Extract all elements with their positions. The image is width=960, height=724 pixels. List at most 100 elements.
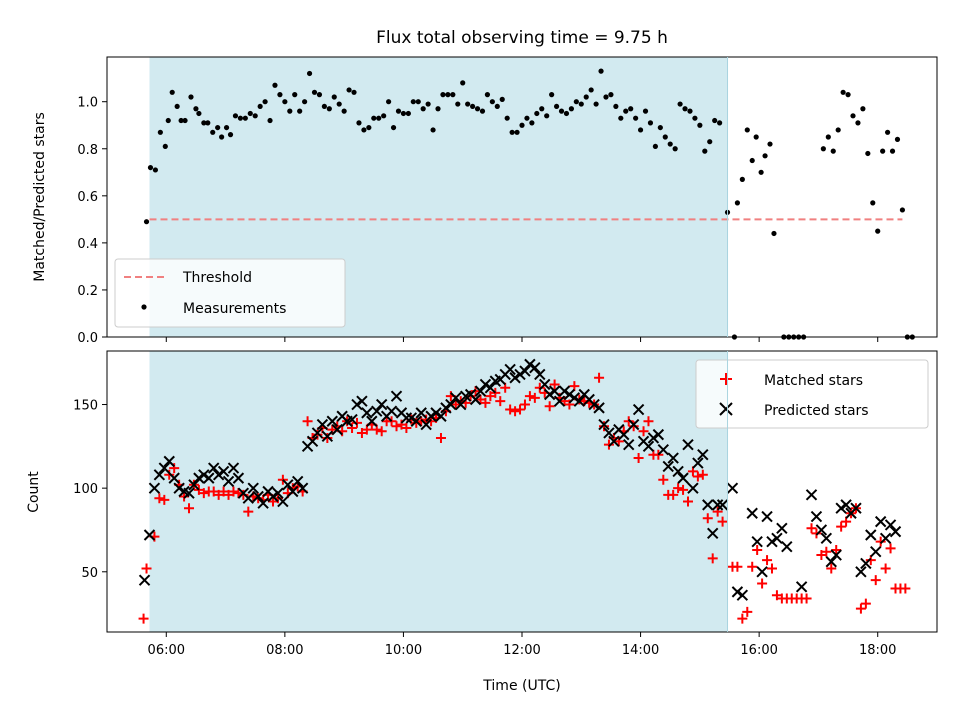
measurement-point — [484, 92, 491, 98]
matched-star-point — [702, 513, 713, 524]
matched-star-point — [495, 396, 506, 407]
matched-star-point — [322, 432, 333, 443]
measurement-point — [152, 167, 159, 173]
matched-star-point — [831, 545, 842, 556]
measurement-point — [633, 115, 639, 121]
matched-star-point — [141, 563, 152, 574]
measurement-point — [219, 134, 225, 140]
matched-star-point — [544, 401, 555, 412]
count-y-axis-label: Count — [26, 471, 42, 513]
matched-star-point — [707, 553, 718, 564]
predicted-star-point — [608, 435, 620, 448]
matched-star-point — [233, 488, 244, 499]
measurement-point — [321, 103, 327, 110]
ratio-legend: Threshold Measurements — [114, 258, 346, 328]
matched-star-point — [376, 426, 387, 437]
matched-star-point — [811, 528, 822, 539]
predicted-star-point — [277, 495, 289, 508]
measurement-point — [257, 103, 263, 110]
measurement-point — [193, 106, 199, 112]
predicted-star-point — [731, 586, 744, 598]
x-tick-label: 14:00 — [622, 643, 659, 658]
measurement-point — [237, 115, 243, 121]
predicted-star-point — [593, 402, 605, 414]
predicted-star-point — [795, 581, 808, 593]
predicted-star-point — [805, 489, 818, 501]
measurement-point — [767, 141, 773, 147]
measurement-point — [316, 92, 323, 98]
measurement-point — [667, 141, 673, 147]
measurement-point — [196, 110, 202, 117]
measurement-point — [460, 80, 466, 86]
predicted-star-point — [706, 527, 719, 540]
measurement-point — [277, 92, 283, 98]
predicted-star-point — [272, 487, 284, 499]
matched-star-point — [198, 488, 209, 499]
matched-star-point — [416, 416, 427, 427]
matched-star-point — [766, 563, 777, 574]
predicted-star-point — [652, 428, 665, 441]
measurement-point — [162, 143, 168, 150]
predicted-star-point — [598, 418, 610, 431]
predicted-star-point — [830, 549, 842, 561]
matched-star-point — [435, 432, 446, 443]
matched-star-point — [243, 506, 254, 517]
predicted-star-point — [366, 415, 378, 427]
measurement-point — [435, 106, 441, 112]
measurement-point — [242, 115, 248, 121]
matched-star-point — [302, 416, 313, 427]
x-tick-label: 08:00 — [266, 643, 303, 658]
matched-star-point — [737, 613, 748, 624]
predicted-star-point — [692, 457, 704, 469]
predicted-star-point — [529, 362, 541, 374]
matched-star-point — [673, 483, 684, 494]
predicted-star-point — [410, 415, 422, 427]
measurement-point — [272, 82, 278, 88]
predicted-star-point — [326, 415, 338, 427]
predicted-star-point — [884, 519, 897, 531]
x-axis-label: Time (UTC) — [482, 678, 560, 694]
predicted-star-point — [316, 418, 329, 431]
matched-star-point — [421, 414, 432, 425]
measurement-point — [326, 106, 332, 112]
measurement-point — [717, 120, 723, 126]
matched-star-point — [480, 397, 491, 408]
matched-star-point — [697, 469, 708, 480]
predicted-star-point — [455, 398, 467, 411]
measurement-point — [637, 127, 644, 133]
measurement-point — [884, 129, 891, 135]
chart-title: Flux total observing time = 9.75 h — [376, 28, 668, 48]
predicted-star-point — [208, 462, 220, 474]
measurement-point — [469, 103, 476, 110]
ratio-panel: 0.0 0.2 0.4 0.6 0.8 1.0 Flux total observing … — [32, 28, 938, 346]
measurement-point — [282, 99, 288, 105]
predicted-star-point — [390, 390, 403, 402]
predicted-star-point — [662, 460, 674, 473]
measurement-point — [707, 139, 713, 145]
measurement-point — [331, 94, 337, 100]
predicted-star-point — [484, 382, 497, 394]
predicted-star-point — [430, 407, 442, 419]
measurement-point — [287, 108, 293, 114]
predicted-star-point — [400, 412, 413, 424]
predicted-star-point — [385, 405, 398, 417]
measurement-point — [474, 106, 481, 112]
predicted-star-point — [563, 388, 576, 401]
matched-star-point — [757, 578, 768, 589]
measurement-point — [539, 106, 545, 112]
predicted-star-point — [450, 392, 462, 404]
predicted-star-point — [440, 402, 452, 414]
matched-star-point — [470, 386, 481, 397]
p1-y-tick-label: 0.6 — [77, 190, 98, 205]
predicted-star-point — [222, 475, 235, 488]
measurement-point — [753, 134, 759, 140]
x-tick-label: 10:00 — [385, 643, 422, 658]
measurement-point — [830, 148, 836, 154]
predicted-star-point — [183, 487, 195, 499]
matched-star-point — [184, 503, 195, 514]
measurement-point — [201, 120, 207, 126]
predicted-star-point — [257, 497, 269, 509]
predicted-star-point — [158, 462, 171, 474]
measurement-point — [899, 207, 906, 213]
measurement-point — [647, 120, 654, 126]
